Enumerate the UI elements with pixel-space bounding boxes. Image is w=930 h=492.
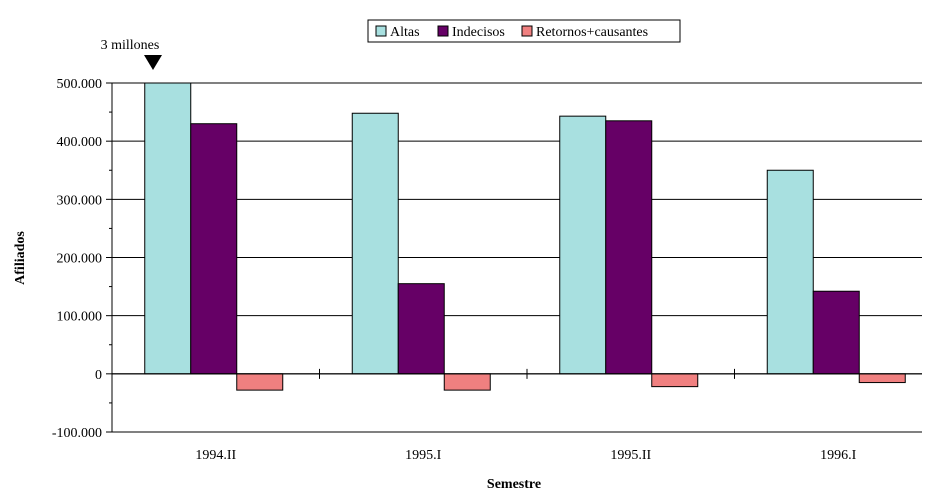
axes	[106, 82, 922, 433]
bar-indecisos-1995-i	[397, 283, 445, 375]
legend-swatch	[375, 25, 387, 37]
y-axis-title: Afiliados	[13, 231, 28, 285]
bar-indecisos-1996-i	[812, 290, 860, 375]
bars	[144, 82, 906, 391]
bar-altas-1995-i	[351, 112, 399, 375]
bar-indecisos-1995-ii	[605, 120, 653, 375]
x-tick-label: 1994.II	[195, 448, 236, 463]
bar-retornos-causantes-1996-i	[858, 373, 906, 384]
y-tick-labels: -100.000 0 100.000 200.000 300.000 400.000 500…	[52, 77, 102, 441]
y-tick-label: -100.000	[52, 426, 102, 441]
bar-altas-1994-ii	[144, 82, 192, 375]
y-tick-label: 200.000	[57, 252, 103, 267]
bar-retornos-causantes-1995-i	[443, 373, 491, 391]
legend-swatch	[521, 25, 533, 37]
y-tick-label: 400.000	[57, 135, 103, 150]
x-tick-label: 1996.I	[820, 448, 857, 463]
y-tick-label: 0	[95, 368, 102, 383]
legend-label: Retornos+causantes	[536, 25, 648, 40]
bar-retornos-causantes-1995-ii	[651, 373, 699, 388]
x-axis-title: Semestre	[487, 477, 541, 492]
y-tick-label: 300.000	[57, 193, 103, 208]
x-tick-label: 1995.II	[610, 448, 651, 463]
legend: Altas Indecisos Retornos+causantes	[367, 19, 681, 43]
bar-altas-1996-i	[766, 169, 814, 375]
x-tick-label: 1995.I	[405, 448, 442, 463]
y-tick-label: 500.000	[57, 77, 103, 92]
legend-swatch	[437, 25, 449, 37]
down-triangle-icon	[144, 55, 162, 70]
annotation-text: 3 millones	[101, 38, 160, 53]
legend-label: Indecisos	[452, 25, 505, 40]
bar-altas-1995-ii	[559, 115, 607, 375]
annotation: 3 millones	[101, 38, 162, 70]
bar-retornos-causantes-1994-ii	[236, 373, 284, 391]
legend-label: Altas	[390, 25, 420, 40]
x-tick-labels: 1994.II 1995.I 1995.II 1996.I	[195, 448, 856, 463]
bar-indecisos-1994-ii	[190, 123, 238, 375]
y-tick-label: 100.000	[57, 310, 103, 325]
